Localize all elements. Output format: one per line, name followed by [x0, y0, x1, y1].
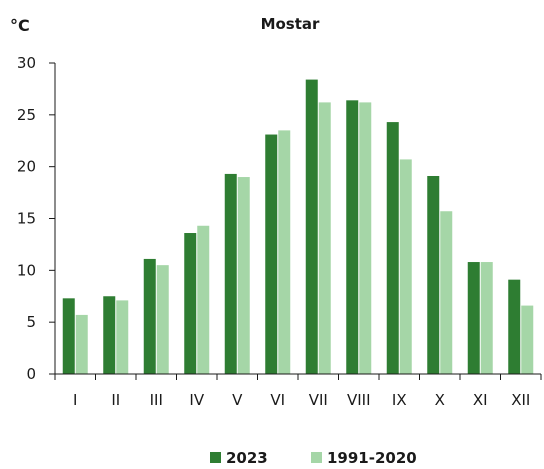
bar-series-2: [359, 102, 372, 374]
unit-label: °C: [10, 16, 30, 35]
legend-label: 1991-2020: [327, 449, 417, 467]
bar-series-1: [143, 258, 156, 374]
x-tick-label: XI: [473, 391, 488, 409]
y-tick-label: 0: [26, 365, 36, 383]
x-tick-label: VIII: [347, 391, 371, 409]
bar-series-2: [156, 265, 169, 374]
y-tick-label: 15: [17, 210, 36, 228]
x-tick-label: I: [73, 391, 77, 409]
legend-label: 2023: [226, 449, 268, 467]
x-tick-label: IX: [392, 391, 407, 409]
bar-series-2: [278, 130, 291, 374]
bar-series-1: [386, 122, 399, 374]
bar-series-1: [467, 262, 480, 374]
x-tick-label: III: [150, 391, 163, 409]
bars: [62, 79, 534, 374]
bar-series-2: [318, 102, 331, 374]
bar-series-2: [521, 305, 534, 374]
bar-series-2: [75, 314, 88, 374]
x-tick-label: II: [111, 391, 120, 409]
y-tick-label: 25: [17, 106, 36, 124]
x-tick-label: XII: [511, 391, 530, 409]
legend: 2023 1991-2020: [210, 449, 417, 467]
bar-series-1: [184, 233, 197, 374]
legend-swatch: [210, 452, 221, 463]
x-tick-label: X: [435, 391, 445, 409]
y-tick-label: 5: [26, 313, 36, 331]
bar-series-2: [237, 177, 250, 374]
bar-series-1: [427, 175, 440, 374]
x-tick-label: VI: [270, 391, 285, 409]
legend-swatch: [311, 452, 322, 463]
y-tick-label: 20: [17, 158, 36, 176]
bar-series-1: [305, 79, 318, 374]
bar-series-1: [508, 279, 521, 374]
bar-series-1: [346, 100, 359, 374]
y-tick-label: 10: [17, 261, 36, 279]
x-tick-label: IV: [189, 391, 204, 409]
bar-series-2: [480, 262, 493, 374]
x-tick-label: V: [232, 391, 243, 409]
bar-series-2: [116, 300, 129, 374]
bar-series-2: [440, 211, 453, 374]
bar-series-1: [224, 173, 237, 374]
bar-series-1: [265, 134, 278, 374]
bar-series-2: [197, 225, 210, 374]
x-tick-label: VII: [309, 391, 328, 409]
y-axis: 0 5 10 15 20 25 30: [17, 54, 56, 383]
bar-series-1: [103, 296, 116, 374]
x-axis: I II III IV V VI VII VIII IX X XI XII: [54, 373, 542, 409]
bar-series-2: [399, 159, 412, 374]
chart-title: Mostar: [261, 15, 320, 33]
bar-series-1: [62, 298, 75, 374]
y-tick-label: 30: [17, 54, 36, 72]
